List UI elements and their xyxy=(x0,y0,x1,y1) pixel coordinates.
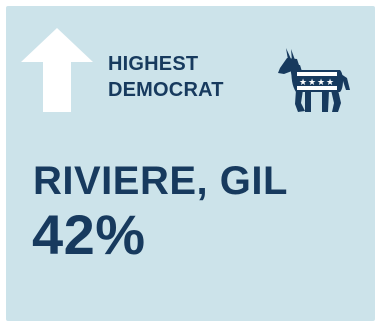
candidate-name: RIVIERE, GIL xyxy=(33,159,288,203)
card-heading: HIGHEST DEMOCRAT xyxy=(108,51,224,103)
heading-line-democrat: DEMOCRAT xyxy=(108,79,224,101)
democrat-donkey-icon: ★ ★ ★ ★ xyxy=(278,48,350,112)
svg-text:★: ★ xyxy=(299,78,307,88)
svg-text:★: ★ xyxy=(308,78,316,88)
highest-democrat-card: HIGHEST DEMOCRAT ★ ★ ★ ★ xyxy=(6,6,375,321)
svg-text:★: ★ xyxy=(317,78,325,88)
heading-line-highest: HIGHEST xyxy=(108,53,199,75)
up-arrow-icon xyxy=(21,28,93,112)
svg-text:★: ★ xyxy=(326,78,334,88)
candidate-percentage: 42% xyxy=(32,203,146,266)
